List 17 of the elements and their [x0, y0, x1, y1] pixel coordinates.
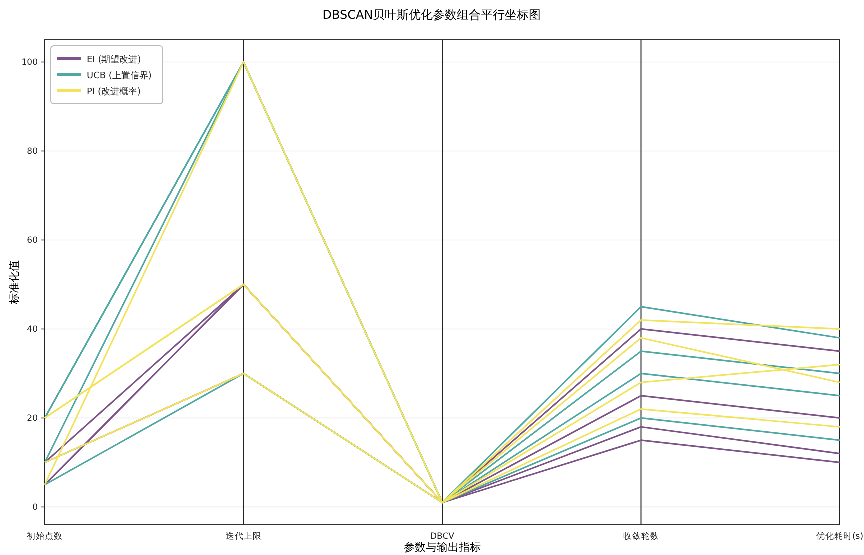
x-tick-label: DBCV: [430, 532, 455, 542]
y-axis-title: 标准化值: [8, 260, 21, 306]
legend-label: EI (期望改进): [87, 54, 142, 66]
y-tick-label: 100: [22, 58, 38, 68]
x-tick-label: 初始点数: [27, 531, 63, 542]
y-tick-label: 40: [27, 325, 38, 336]
x-tick-label: 优化耗时(s): [816, 531, 864, 542]
x-tick-label: 收敛轮数: [623, 531, 660, 542]
chart-title: DBSCAN贝叶斯优化参数组合平行坐标图: [322, 8, 542, 22]
x-tick-label: 迭代上限: [226, 531, 262, 542]
y-tick-label: 80: [27, 147, 38, 158]
y-tick-label: 20: [27, 414, 38, 424]
x-axis-title: 参数与输出指标: [404, 541, 481, 554]
y-tick-label: 0: [32, 503, 38, 514]
legend-label: UCB (上置信界): [87, 70, 152, 82]
y-tick-label: 60: [27, 236, 38, 246]
legend-label: PI (改进概率): [87, 86, 141, 98]
